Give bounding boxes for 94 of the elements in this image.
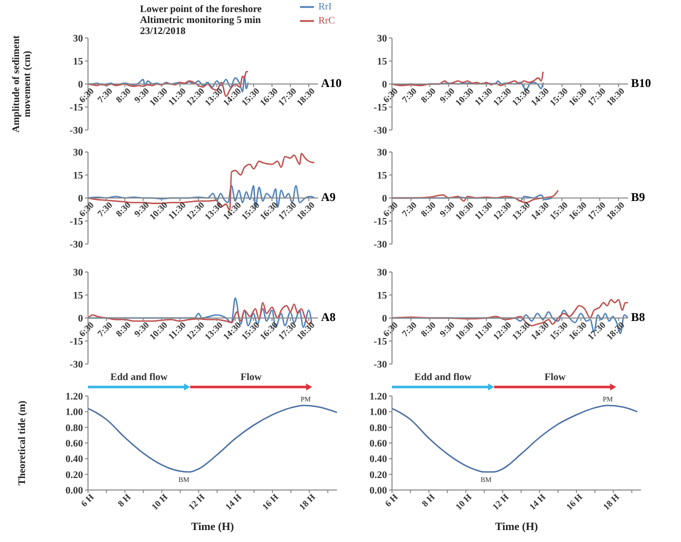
line-series xyxy=(88,404,337,473)
y-tick-label: 1.00 xyxy=(370,407,387,418)
x-tick-label: 10 H xyxy=(454,492,474,512)
y-tick-label: 0 xyxy=(78,80,83,91)
x-tick-label: 8:30 xyxy=(418,320,438,339)
legend-label: RrC xyxy=(318,15,335,26)
legend-label: RrI xyxy=(318,1,332,12)
y-tick-label: -30 xyxy=(374,240,387,251)
y-tick-label: 0.60 xyxy=(66,438,83,450)
x-tick-label: 12 H xyxy=(186,492,206,512)
y-tick-label: 30 xyxy=(73,34,83,45)
y-axis-title: Theoretical tide (m) xyxy=(16,400,28,488)
y-tick-label: 0.40 xyxy=(66,454,83,466)
y-tick-label: 30 xyxy=(73,268,83,279)
y-tick-label: 15 xyxy=(73,290,83,302)
y-tick-label: 0.80 xyxy=(370,422,387,434)
y-tick-label: -30 xyxy=(374,126,387,137)
y-tick-label: 0 xyxy=(382,80,387,91)
text: Lower point of the foreshore Altimetric monitoring 5 min 23/12/2018 xyxy=(140,4,263,37)
x-tick-label: 7:30 xyxy=(95,200,115,219)
text: B8 xyxy=(631,310,646,325)
y-tick-label: 1.20 xyxy=(66,392,83,403)
text: A10 xyxy=(321,76,342,91)
x-tick-label: 9:30 xyxy=(132,86,152,105)
x-tick-label: 7:30 xyxy=(95,320,115,339)
y-tick-label: 0 xyxy=(382,194,387,205)
line-series xyxy=(392,71,544,86)
y-tick-label: 30 xyxy=(377,268,387,279)
x-axis-title: Time (H) xyxy=(495,521,538,533)
x-tick-label: 8 H xyxy=(420,492,437,509)
text: Flow xyxy=(240,372,262,383)
x-tick-label: 8:30 xyxy=(114,320,133,339)
x-axis-title: Time (H) xyxy=(191,521,234,533)
x-tick-label: 9:30 xyxy=(132,200,152,219)
y-tick-label: 0 xyxy=(382,314,387,325)
y-tick-label: 30 xyxy=(73,148,83,159)
line-series xyxy=(392,404,638,473)
x-tick-label: 7:30 xyxy=(400,86,420,105)
y-tick-label: 15 xyxy=(377,170,387,182)
x-tick-label: 16 H xyxy=(260,492,280,512)
text: B10 xyxy=(631,76,652,91)
y-tick-label: -15 xyxy=(374,102,387,114)
x-tick-label: 14 H xyxy=(223,492,244,512)
y-tick-label: 0.20 xyxy=(370,470,387,481)
x-tick-label: 18 H xyxy=(601,492,622,512)
y-tick-label: -15 xyxy=(374,336,387,348)
y-tick-label: 1.20 xyxy=(370,392,387,403)
x-tick-label: 9:30 xyxy=(132,320,152,339)
x-tick-label: 9:30 xyxy=(438,320,457,339)
y-tick-label: -15 xyxy=(70,216,83,228)
y-tick-label: 15 xyxy=(377,290,387,302)
y-tick-label: 0.00 xyxy=(66,486,83,497)
x-tick-label: 7:30 xyxy=(400,200,420,219)
x-tick-label: 9:30 xyxy=(438,200,457,219)
x-tick-label: 9:30 xyxy=(438,86,457,105)
y-tick-label: 0.20 xyxy=(66,470,83,481)
text: Edd and flow xyxy=(414,372,472,383)
x-tick-label: 8:30 xyxy=(114,86,133,105)
text: Edd and flow xyxy=(110,372,168,383)
y-tick-label: 15 xyxy=(377,56,387,68)
text: Flow xyxy=(544,372,566,383)
y-tick-label: -30 xyxy=(70,126,83,137)
y-tick-label: 0.80 xyxy=(66,422,83,434)
y-tick-label: 0 xyxy=(78,194,83,205)
x-tick-label: 8:30 xyxy=(418,86,438,105)
y-tick-label: -15 xyxy=(70,102,83,114)
y-tick-label: 0 xyxy=(78,314,83,325)
x-tick-label: 12 H xyxy=(490,492,510,512)
y-axis-title: Amplitude of sediment movement (cm) xyxy=(10,34,34,135)
y-tick-label: 15 xyxy=(73,170,83,182)
y-tick-label: 0.40 xyxy=(370,454,387,466)
y-tick-label: -30 xyxy=(70,240,83,251)
y-tick-label: 15 xyxy=(73,56,83,68)
x-tick-label: 8 H xyxy=(116,492,133,509)
x-tick-label: 14 H xyxy=(527,492,548,512)
text: A8 xyxy=(321,310,336,325)
y-tick-label: 30 xyxy=(377,34,387,45)
y-tick-label: -15 xyxy=(374,216,387,228)
x-tick-label: 10 H xyxy=(150,492,170,512)
y-tick-label: 0.00 xyxy=(370,486,387,497)
text: B9 xyxy=(631,190,646,205)
x-tick-label: 7:30 xyxy=(95,86,115,105)
y-tick-label: -15 xyxy=(70,336,83,348)
x-tick-label: 8:30 xyxy=(114,200,133,219)
y-tick-label: 1.00 xyxy=(66,407,83,418)
x-tick-label: 8:30 xyxy=(418,200,438,219)
x-tick-label: 16 H xyxy=(564,492,584,512)
text: A9 xyxy=(321,190,336,205)
y-tick-label: -30 xyxy=(374,360,387,371)
x-tick-label: 7:30 xyxy=(400,320,420,339)
y-tick-label: -30 xyxy=(70,360,83,371)
x-tick-label: 18 H xyxy=(297,492,318,512)
y-tick-label: 0.60 xyxy=(370,438,387,450)
y-tick-label: 30 xyxy=(377,148,387,159)
